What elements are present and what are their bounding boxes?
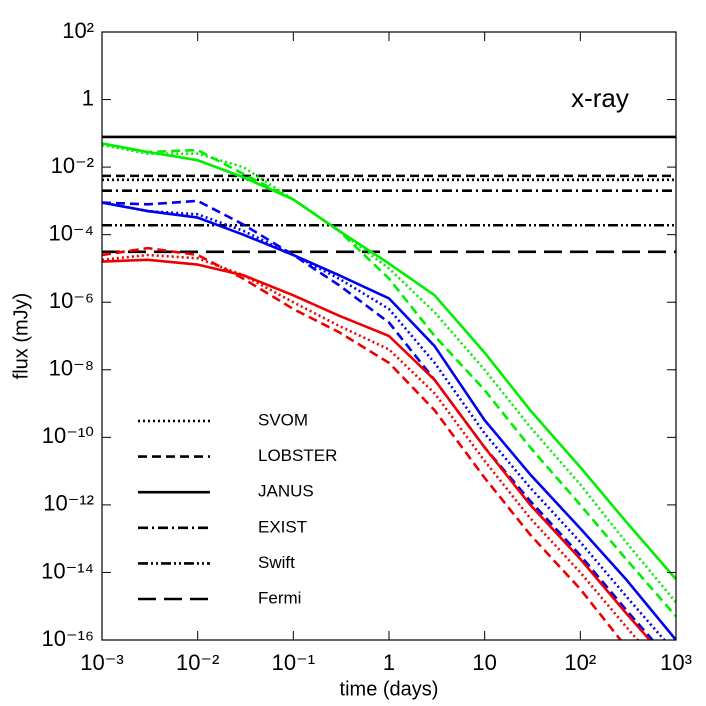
flux-curve [102,199,655,640]
y-tick-label: 10⁻¹² [43,491,94,516]
x-tick-label: 1 [383,650,395,675]
y-tick-label: 10⁻² [51,153,94,178]
y-axis-label: flux (mJy) [10,293,32,380]
x-tick-label: 10 [472,650,496,675]
y-tick-label: 10⁻⁴ [48,220,94,245]
flux-curve [102,142,676,618]
plot-area [102,135,676,640]
flux-curve [102,142,676,581]
y-tick-label: 1 [82,85,94,110]
x-tick-label: 10⁻² [176,650,219,675]
flux-curve [102,143,676,604]
y-tick-label: 10⁻¹⁶ [42,626,94,651]
x-tick-label: 10⁻³ [80,650,123,675]
legend-label: Swift [258,553,295,572]
x-axis-label: time (days) [340,678,439,700]
legend-label: LOBSTER [258,446,337,465]
x-tick-label: 10² [564,650,596,675]
legend-label: JANUS [258,482,314,501]
legend-label: SVOM [258,410,308,429]
x-tick-label: 10⁻¹ [272,650,315,675]
y-tick-label: 10² [62,18,94,43]
flux-curve [102,201,676,640]
flux-curve [102,253,640,640]
y-tick-label: 10⁻¹⁴ [41,558,94,583]
flux-curve [102,246,623,640]
legend-label: Fermi [258,588,301,607]
flux-curve [102,201,667,640]
y-tick-label: 10⁻⁶ [49,288,94,313]
x-tick-label: 10³ [660,650,692,675]
legend-label: EXIST [258,517,307,536]
flux-curve [102,258,652,640]
annotation: x-ray [571,83,629,113]
y-tick-label: 10⁻¹⁰ [42,423,94,448]
y-tick-label: 10⁻⁸ [49,356,94,381]
